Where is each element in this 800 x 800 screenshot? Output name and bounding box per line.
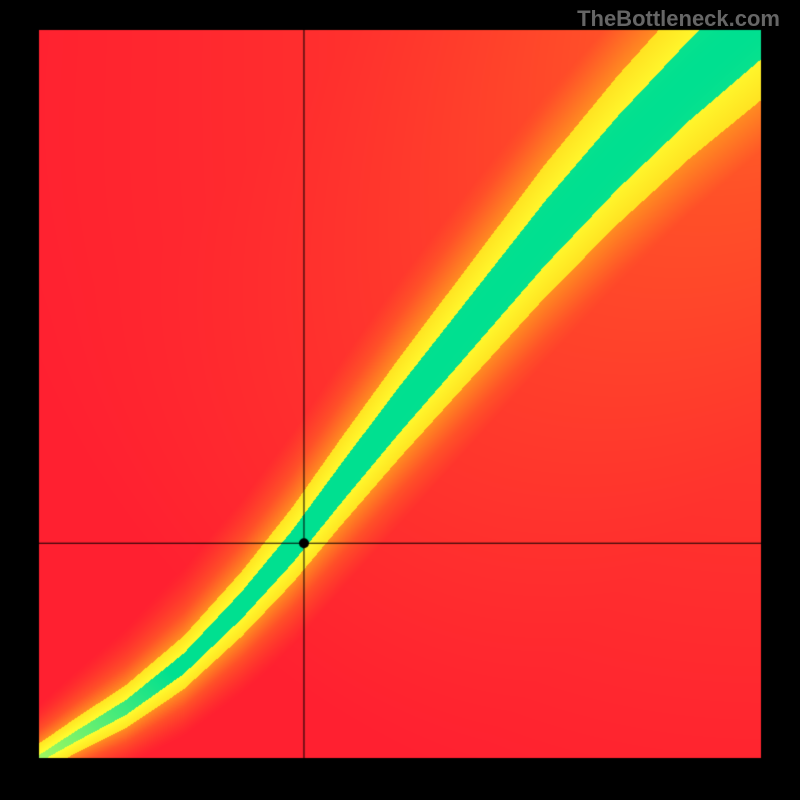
bottleneck-heatmap	[0, 0, 800, 800]
watermark-text: TheBottleneck.com	[577, 6, 780, 32]
